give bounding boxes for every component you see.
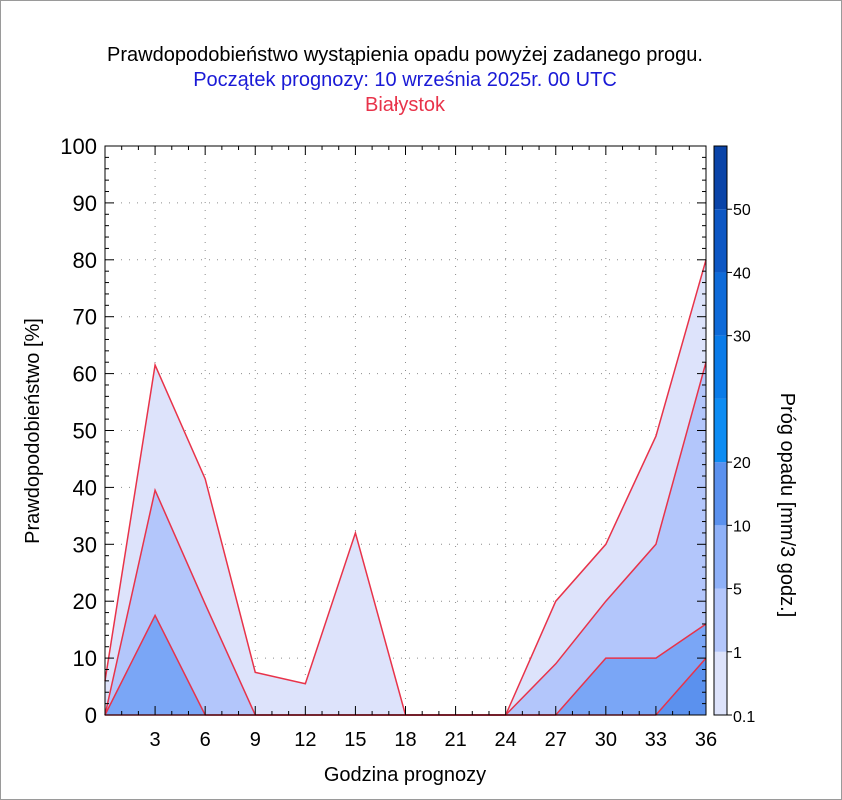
axis-layer: 3 6 9 12 15 18 21 24 27 30 33 360102030405060708090… <box>60 134 717 751</box>
y-tick-label: 10 <box>73 646 97 671</box>
y-tick-label: 30 <box>73 532 97 557</box>
x-tick-label: 30 <box>595 729 617 751</box>
colorbar-tick-label: 1 <box>733 645 742 662</box>
x-tick-label: 21 <box>444 729 466 751</box>
colorbar-border <box>713 145 728 716</box>
colorbar-band-0.1 <box>714 651 727 715</box>
colorbar-band-40 <box>714 209 727 273</box>
colorbar-band-1 <box>714 588 727 652</box>
chart-title: Prawdopodobieństwo wystąpienia opadu pow… <box>107 44 703 66</box>
colorbar-band-5 <box>714 525 727 589</box>
x-tick-label: 27 <box>545 729 567 751</box>
colorbar-band-50 <box>714 146 727 210</box>
y-tick-label: 90 <box>73 191 97 216</box>
colorbar-band-30 <box>714 272 727 336</box>
colorbar-tick-label: 10 <box>733 518 751 535</box>
chart-location: Białystok <box>365 94 446 116</box>
colorbar-tick-label: 20 <box>733 455 751 472</box>
y-tick-label: 100 <box>60 134 97 159</box>
area-series-5 <box>105 615 706 715</box>
colorbar-tick-label: 50 <box>733 202 751 219</box>
x-tick-label: 15 <box>344 729 366 751</box>
x-tick-label: 12 <box>294 729 316 751</box>
colorbar-band-10 <box>714 462 727 526</box>
colorbar: 0.1 1 5 10 20 30 40 50 <box>713 145 755 726</box>
x-tick-label: 9 <box>250 729 261 751</box>
y-axis-label: Prawdopodobieństwo [%] <box>22 318 44 544</box>
x-tick-label: 33 <box>645 729 667 751</box>
colorbar-tick-label: 30 <box>733 329 751 346</box>
colorbar-tick-label: 40 <box>733 265 751 282</box>
y-tick-label: 50 <box>73 419 97 444</box>
colorbar-band-20 <box>714 398 727 463</box>
y-tick-label: 0 <box>85 703 97 728</box>
x-axis-label: Godzina prognozy <box>324 764 486 786</box>
y-tick-label: 80 <box>73 248 97 273</box>
colorbar-tick-label: 0.1 <box>733 709 755 726</box>
y-tick-label: 20 <box>73 589 97 614</box>
y-tick-label: 40 <box>73 475 97 500</box>
chart-subtitle: Początek prognozy: 10 września 2025r. 00… <box>193 69 617 91</box>
x-tick-label: 3 <box>150 729 161 751</box>
y-tick-label: 60 <box>73 362 97 387</box>
area-layer <box>105 259 706 715</box>
x-tick-label: 6 <box>200 729 211 751</box>
x-tick-label: 24 <box>495 729 517 751</box>
x-tick-label: 18 <box>394 729 416 751</box>
y-tick-label: 70 <box>73 305 97 330</box>
x-tick-label: 36 <box>695 729 717 751</box>
colorbar-tick-label: 5 <box>733 582 742 599</box>
colorbar-band-25 <box>714 335 727 399</box>
colorbar-label: Próg opadu [mm/3 godz.] <box>776 393 798 618</box>
